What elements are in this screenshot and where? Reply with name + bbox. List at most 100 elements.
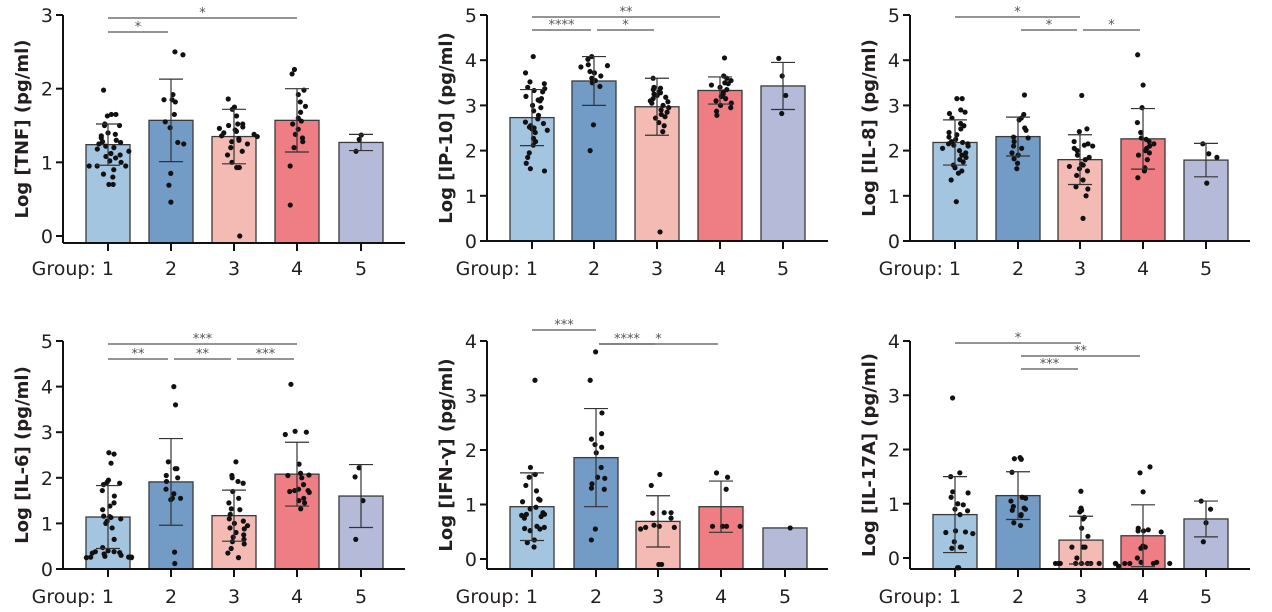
data-point <box>728 105 734 111</box>
significance-label: * <box>1014 5 1021 20</box>
data-point <box>713 470 720 476</box>
data-point <box>228 506 234 512</box>
data-point <box>233 128 240 134</box>
significance-label: ** <box>620 5 634 20</box>
data-point <box>236 495 242 501</box>
data-point <box>1135 52 1141 58</box>
data-point <box>171 491 177 497</box>
data-point <box>960 502 966 508</box>
data-point <box>110 174 116 180</box>
y-tick-label: 3 <box>888 95 900 117</box>
data-point <box>100 87 107 93</box>
data-point <box>100 507 106 513</box>
data-point <box>721 55 728 61</box>
data-point <box>953 199 959 205</box>
data-point <box>106 450 112 456</box>
data-point <box>105 548 111 554</box>
data-point <box>526 474 532 480</box>
data-point <box>527 79 533 85</box>
data-point <box>244 523 251 529</box>
data-point <box>526 150 532 156</box>
data-point <box>946 134 952 140</box>
data-point <box>111 167 117 173</box>
y-tick-label: 1 <box>888 186 900 208</box>
data-point <box>1150 560 1156 567</box>
data-point <box>111 549 117 555</box>
data-point <box>1018 513 1024 519</box>
x-tick-label: 3 <box>228 258 240 280</box>
data-point <box>175 139 181 146</box>
data-point <box>1122 560 1128 567</box>
data-point <box>1151 141 1157 147</box>
data-point <box>587 68 593 75</box>
y-tick-label: 1 <box>41 513 53 535</box>
data-point <box>111 493 117 499</box>
data-point <box>709 523 716 529</box>
significance-label: * <box>135 20 142 35</box>
data-point <box>779 73 785 79</box>
data-point <box>541 168 548 174</box>
data-point <box>663 94 669 100</box>
data-point <box>290 121 296 127</box>
bar <box>274 119 320 244</box>
data-point <box>588 436 595 442</box>
x-tick-label: Group: 1 <box>456 258 538 280</box>
data-point <box>1112 560 1118 567</box>
data-point <box>239 148 245 154</box>
data-point <box>103 520 109 527</box>
data-point <box>713 108 720 114</box>
y-tick-label: 1 <box>465 495 477 517</box>
data-point <box>94 163 100 169</box>
data-point <box>237 507 243 513</box>
data-point <box>88 554 94 560</box>
x-tick-label: 4 <box>291 258 303 280</box>
y-axis-label: Log [TNF] (pg/ml) <box>12 39 33 218</box>
data-point <box>167 125 173 131</box>
data-point <box>523 511 530 517</box>
data-point <box>230 534 236 540</box>
data-point <box>658 111 664 118</box>
data-point <box>353 148 359 154</box>
y-tick-label: 4 <box>465 50 477 72</box>
data-point <box>533 504 539 510</box>
x-tick-label: 2 <box>588 258 600 280</box>
data-point <box>965 490 971 496</box>
x-tick-label: 5 <box>355 586 367 608</box>
data-point <box>1018 456 1024 462</box>
significance-label: **** <box>549 18 576 33</box>
data-point <box>1023 127 1029 133</box>
data-point <box>725 81 731 87</box>
data-point <box>779 110 785 117</box>
data-point <box>89 550 95 556</box>
data-point <box>537 98 543 104</box>
data-point <box>161 97 167 103</box>
data-point <box>1080 516 1086 522</box>
data-point <box>593 349 599 355</box>
data-point <box>1146 150 1153 156</box>
data-point <box>101 513 107 519</box>
data-point <box>723 486 729 492</box>
data-point <box>227 525 233 531</box>
data-point <box>949 545 955 551</box>
data-point <box>287 488 293 495</box>
data-point <box>959 96 965 102</box>
data-point <box>108 111 114 118</box>
bar <box>697 89 743 242</box>
bar <box>338 141 384 244</box>
data-point <box>651 522 657 528</box>
data-point <box>118 159 124 165</box>
data-point <box>1069 544 1075 550</box>
data-point <box>288 381 294 387</box>
data-point <box>83 555 90 561</box>
data-point <box>1214 154 1220 160</box>
data-point <box>657 229 663 235</box>
significance-label: ** <box>1074 344 1088 359</box>
data-point <box>658 107 664 113</box>
data-point <box>107 503 113 509</box>
data-point <box>1010 143 1017 149</box>
significance-label: *** <box>193 332 213 347</box>
x-tick-label: Group: 1 <box>879 258 961 280</box>
data-point <box>1138 545 1144 551</box>
data-point <box>950 489 956 495</box>
